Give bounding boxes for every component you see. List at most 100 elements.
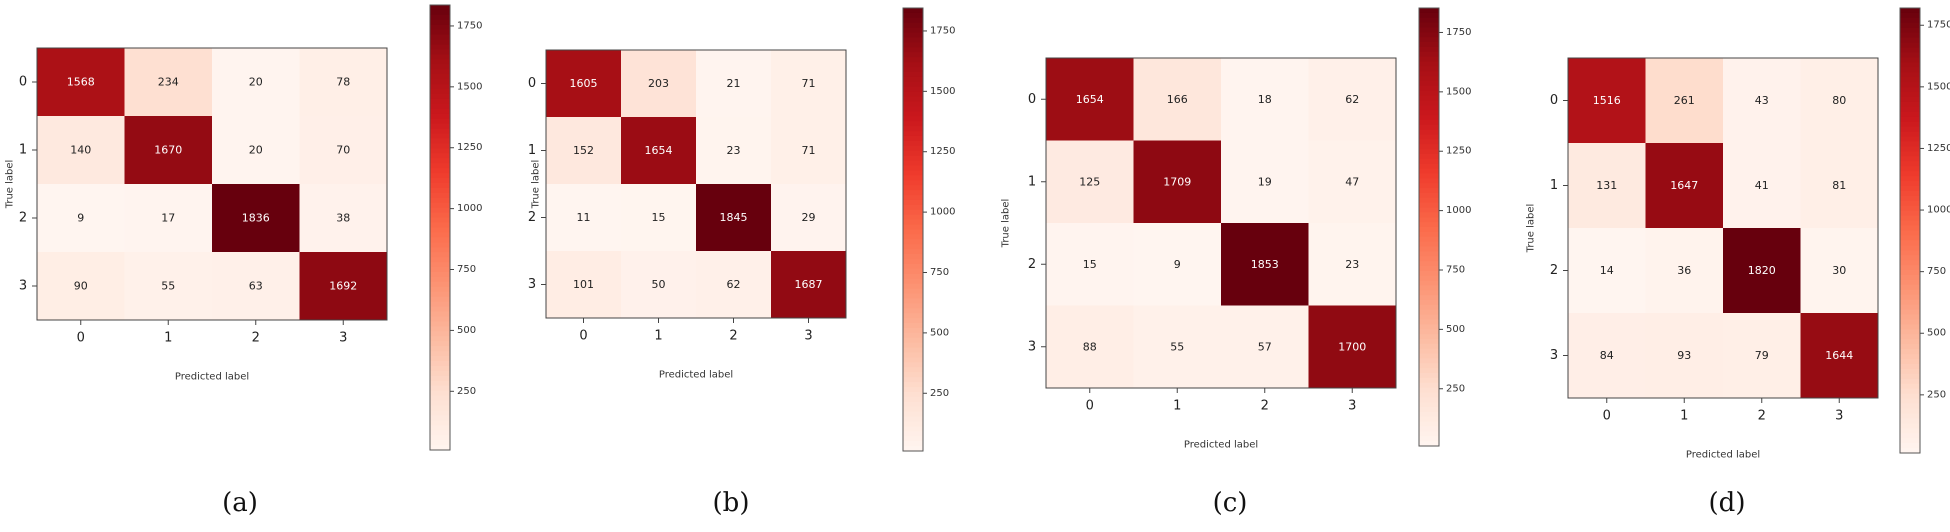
cell-value-d-2-0: 14: [1600, 264, 1614, 277]
colorbar-slice-b-58: [903, 293, 923, 300]
colorbar-slice-a-14: [430, 74, 450, 80]
colorbar-tick-label-c-0: 250: [1446, 383, 1465, 394]
cell-value-d-1-2: 41: [1755, 179, 1769, 192]
colorbar-slice-a-36: [430, 183, 450, 189]
cell-value-b-2-1: 15: [652, 211, 666, 224]
colorbar-slice-a-19: [430, 98, 450, 105]
cell-value-b-1-0: 152: [573, 144, 594, 157]
colorbar-slice-d-22: [1900, 116, 1920, 123]
x-tick-label-a-1: 1: [164, 331, 172, 346]
colorbar-slice-b-81: [903, 406, 923, 413]
colorbar-slice-c-18: [1419, 95, 1439, 102]
colorbar-slice-d-15: [1900, 82, 1920, 88]
caption-a: (a): [222, 488, 258, 518]
colorbar-slice-c-76: [1419, 377, 1439, 384]
colorbar-slice-d-69: [1900, 349, 1920, 355]
colorbar-slice-c-42: [1419, 212, 1439, 218]
colorbar-slice-b-52: [903, 263, 923, 270]
colorbar-slice-d-58: [1900, 294, 1920, 301]
colorbar-slice-b-35: [903, 180, 923, 186]
cell-b-2-3: [771, 184, 846, 251]
colorbar-slice-c-40: [1419, 202, 1439, 209]
colorbar-slice-a-6: [430, 34, 450, 41]
y-tick-label-b-2: 2: [528, 210, 536, 225]
cell-value-b-3-3: 1687: [795, 278, 823, 291]
colorbar-slice-a-12: [430, 64, 450, 70]
colorbar-slice-c-88: [1419, 436, 1439, 442]
colorbar-slice-b-18: [903, 96, 923, 103]
colorbar-slice-c-1: [1419, 12, 1439, 19]
colorbar-slice-a-31: [430, 158, 450, 164]
colorbar-slice-c-21: [1419, 110, 1439, 116]
colorbar-slice-a-89: [430, 445, 450, 451]
colorbar-slice-a-4: [430, 24, 450, 31]
colorbar-slice-a-35: [430, 178, 450, 184]
y-tick-label-d-0: 0: [1550, 93, 1558, 108]
colorbar-slice-d-43: [1900, 220, 1920, 227]
y-tick-label-a-0: 0: [19, 75, 27, 90]
colorbar-slice-d-35: [1900, 181, 1920, 187]
colorbar-slice-d-30: [1900, 156, 1920, 162]
cell-value-a-2-3: 38: [336, 212, 350, 225]
colorbar-slice-d-37: [1900, 190, 1920, 197]
colorbar-slice-d-49: [1900, 250, 1920, 256]
colorbar-slice-b-4: [903, 27, 923, 34]
cell-d-1-3: [1800, 143, 1878, 228]
colorbar-slice-a-70: [430, 351, 450, 357]
cell-d-2-2: [1723, 228, 1801, 313]
cell-a-2-0: [37, 184, 125, 252]
colorbar-slice-c-58: [1419, 290, 1439, 296]
cell-value-a-0-0: 1568: [67, 76, 95, 89]
x-axis-label-b: Predicted label: [659, 370, 733, 381]
colorbar-slice-b-0: [903, 8, 923, 14]
colorbar-slice-c-89: [1419, 441, 1439, 447]
colorbar-tick-label-b-6: 1750: [930, 25, 955, 36]
colorbar-slice-b-11: [903, 62, 923, 68]
colorbar-slice-c-72: [1419, 358, 1439, 364]
colorbar-slice-b-86: [903, 431, 923, 437]
colorbar-slice-a-26: [430, 133, 450, 140]
colorbar-tick-label-c-3: 1000: [1446, 205, 1471, 216]
x-axis-label-a: Predicted label: [175, 372, 249, 383]
colorbar-slice-d-40: [1900, 205, 1920, 212]
colorbar-slice-c-29: [1419, 149, 1439, 155]
colorbar-slice-d-62: [1900, 314, 1920, 321]
colorbar-slice-b-72: [903, 362, 923, 368]
cell-value-d-0-3: 80: [1832, 94, 1846, 107]
colorbar-slice-c-63: [1419, 314, 1439, 321]
colorbar-slice-a-2: [430, 14, 450, 21]
colorbar-slice-c-64: [1419, 319, 1439, 325]
colorbar-slice-c-14: [1419, 76, 1439, 82]
cell-value-c-3-1: 55: [1170, 340, 1184, 353]
colorbar-tick-label-a-0: 250: [457, 386, 476, 397]
colorbar-slice-c-8: [1419, 46, 1439, 53]
colorbar-slice-c-75: [1419, 373, 1439, 379]
colorbar-slice-a-39: [430, 197, 450, 204]
colorbar-slice-c-80: [1419, 397, 1439, 403]
colorbar-slice-d-44: [1900, 225, 1920, 232]
cell-value-d-2-2: 1820: [1748, 264, 1776, 277]
cell-d-3-1: [1645, 313, 1723, 398]
cell-value-c-2-1: 9: [1174, 258, 1181, 271]
colorbar-slice-d-89: [1900, 448, 1920, 454]
cell-value-d-1-3: 81: [1832, 179, 1846, 192]
cell-value-a-2-0: 9: [77, 212, 84, 225]
colorbar-slice-c-4: [1419, 27, 1439, 33]
cell-value-d-0-0: 1516: [1593, 94, 1621, 107]
cell-b-0-3: [771, 50, 846, 117]
colorbar-slice-d-20: [1900, 106, 1920, 113]
colorbar-slice-d-17: [1900, 92, 1920, 98]
colorbar-slice-b-83: [903, 416, 923, 423]
colorbar-slice-a-77: [430, 385, 450, 392]
cell-value-d-0-1: 261: [1674, 94, 1695, 107]
cell-d-0-3: [1800, 58, 1878, 143]
cell-value-a-1-3: 70: [336, 144, 350, 157]
colorbar-slice-b-71: [903, 357, 923, 363]
colorbar-slice-c-83: [1419, 411, 1439, 418]
cell-a-2-2: [212, 184, 300, 252]
cell-value-c-1-2: 19: [1258, 175, 1272, 188]
colorbar-tick-label-b-3: 1000: [930, 207, 955, 218]
colorbar-slice-d-53: [1900, 270, 1920, 276]
cell-value-a-2-2: 1836: [242, 212, 270, 225]
